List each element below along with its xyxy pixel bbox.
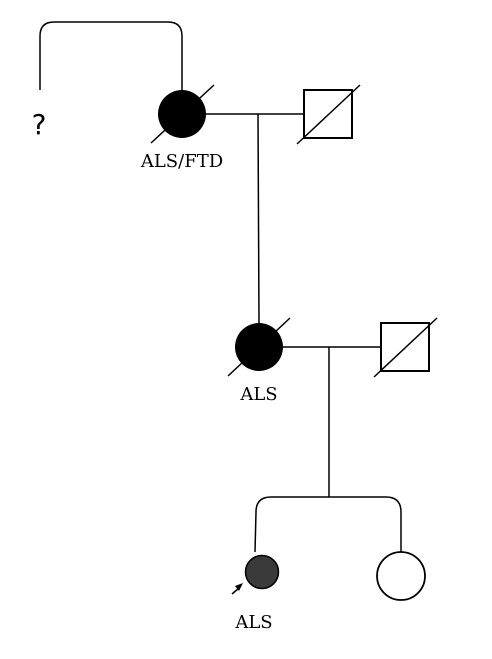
proband-arrow-icon — [231, 583, 243, 595]
gen2-daughter-symbol — [227, 317, 291, 377]
gen1-descent-line — [257, 113, 260, 324]
gen2-daughter-label: ALS — [239, 384, 277, 405]
deceased-slash — [227, 317, 291, 377]
unknown-sibling-label: ? — [32, 108, 47, 141]
gen3-sibship-line — [254, 496, 402, 553]
affected-female-circle — [244, 554, 280, 590]
gen1-mother-symbol — [150, 84, 215, 144]
gen2-spouse-symbol — [373, 317, 438, 378]
deceased-slash — [150, 84, 215, 144]
gen1-father-symbol — [296, 84, 361, 145]
gen3-sister-symbol — [376, 551, 426, 601]
gen1-mother-label: ALS/FTD — [140, 151, 223, 172]
deceased-slash — [373, 317, 438, 378]
proband-label: ALS — [234, 612, 272, 633]
gen1-sibship-line — [39, 21, 183, 90]
unaffected-female-circle — [376, 551, 426, 601]
deceased-slash — [296, 84, 361, 145]
proband-symbol — [244, 554, 280, 590]
